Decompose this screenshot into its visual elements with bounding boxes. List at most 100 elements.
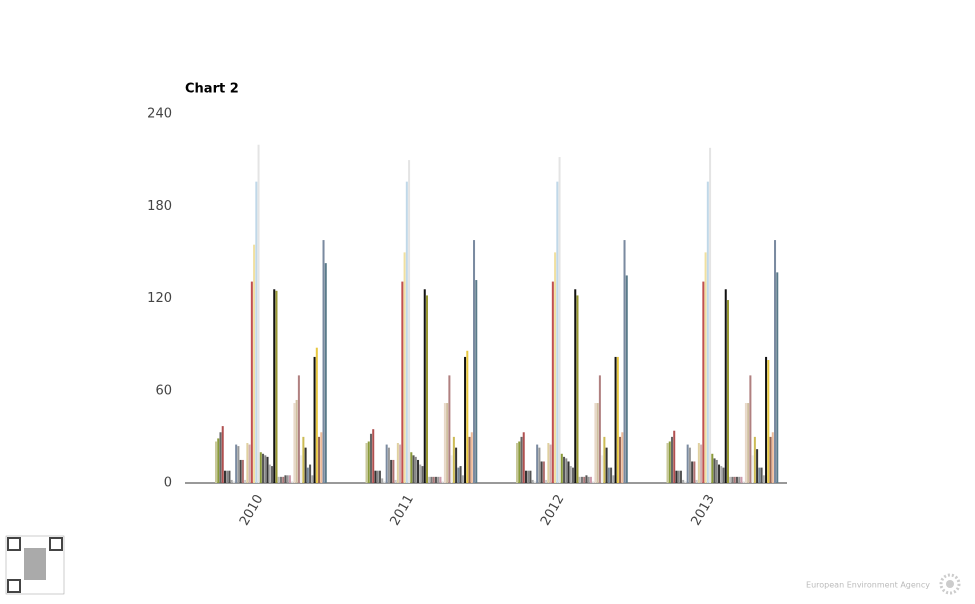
bar [598,375,601,483]
bar [457,467,460,483]
bar [677,470,680,483]
bar [688,447,691,483]
bar [324,263,327,483]
bar [729,476,732,483]
bar [572,467,575,483]
bar [722,467,725,483]
bar [583,476,586,483]
bar [372,429,375,483]
bar [549,444,552,483]
bar [246,443,249,483]
bar [318,436,321,483]
bar [724,289,727,483]
qr-code [5,535,65,595]
bar [461,475,464,483]
bar [219,432,222,483]
bar [589,476,592,483]
bar [742,481,745,483]
bar [221,426,224,483]
y-tick-label: 60 [155,383,172,398]
bar [709,147,712,483]
bar [518,441,521,483]
bar [279,476,282,483]
bar [735,476,738,483]
bar [473,240,476,483]
bar [322,240,325,483]
bar [569,466,572,483]
bar [291,481,294,483]
bar [425,295,428,483]
bar [731,476,734,483]
bar [536,444,539,483]
bar [668,441,671,483]
bar [367,441,370,483]
bar [365,443,368,483]
y-tick-label: 180 [147,199,172,214]
bar [288,475,291,483]
bar [470,432,473,483]
bar [702,281,705,483]
bar [232,481,235,483]
bar [266,456,269,483]
bar [758,467,761,483]
bar [693,461,696,483]
bar [383,481,386,483]
bar [585,475,588,483]
bar [309,464,312,483]
bar [592,481,595,483]
bar [587,476,590,483]
bar [295,399,298,483]
bar [558,157,561,484]
bar [446,403,449,483]
bar [767,360,770,483]
bar [390,459,393,483]
bar [670,436,673,483]
bar [419,464,422,483]
bar [228,470,231,483]
chart-title: Chart 2 [185,82,239,97]
bar [610,467,613,483]
bar [475,280,478,483]
bar [605,447,608,483]
bar [554,252,557,483]
bar [223,470,226,483]
bar [286,475,289,483]
bar [540,461,543,483]
bar [733,476,736,483]
logo [939,573,961,595]
bar [244,479,247,483]
bar [241,459,244,483]
bar [563,456,566,483]
x-tick-label: 2013 [688,492,718,528]
bar [437,476,440,483]
bar [545,479,548,483]
bar [666,443,669,483]
x-tick-label: 2011 [387,492,417,528]
bar [468,436,471,483]
bar [527,470,530,483]
bar [403,252,406,483]
bar [464,356,467,483]
bar [713,458,716,483]
bar [466,350,469,483]
bar [282,476,285,483]
bar [396,443,399,483]
bar [369,433,372,483]
bar [297,375,300,483]
bar [235,444,238,483]
bar [614,356,617,483]
bar [414,456,417,483]
bar [560,453,563,483]
bar [711,453,714,483]
bar [684,481,687,483]
bar [257,144,260,483]
bar [738,476,741,483]
bar [387,447,390,483]
bar [381,478,384,483]
bar [616,356,619,483]
bar [374,470,377,483]
bar [315,347,318,483]
bar [432,476,435,483]
bar [255,181,258,483]
bar [720,466,723,483]
